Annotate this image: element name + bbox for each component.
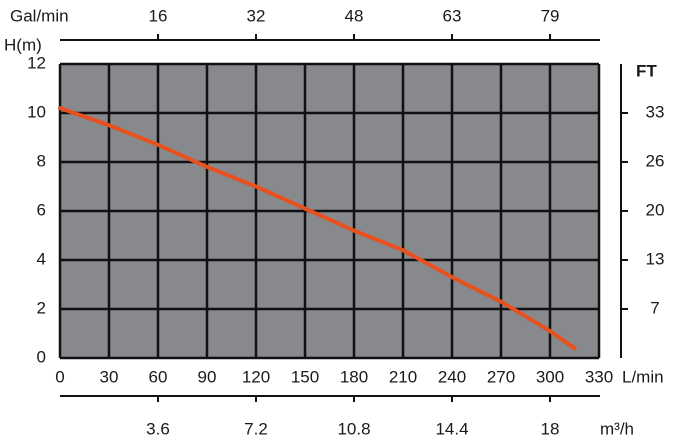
x-tick-label: 210 (389, 367, 417, 386)
y-tick-label: 10 (27, 102, 46, 121)
x-axis-title: L/min (622, 367, 664, 386)
x-tick-label: 150 (291, 367, 319, 386)
y-tick-label: 0 (37, 347, 46, 366)
top-tick-label: 79 (541, 6, 560, 25)
y-tick-label: 8 (37, 151, 46, 170)
x-tick-label: 240 (438, 367, 466, 386)
y-tick-label: 6 (37, 200, 46, 219)
y-tick-label: 2 (37, 298, 46, 317)
y-tick-label: 4 (37, 249, 46, 268)
curve (58, 106, 577, 351)
x-tick-label: 180 (340, 367, 368, 386)
right-tick-label: 33 (646, 102, 665, 121)
bottom-tick-label: 7.2 (244, 419, 268, 438)
right-axis-title: FT (636, 61, 657, 80)
top-tick-label: 32 (247, 6, 266, 25)
top-tick-label: 16 (149, 6, 168, 25)
x-tick-label: 300 (536, 367, 564, 386)
right-tick-label: 7 (650, 298, 659, 317)
x-tick-label: 0 (55, 367, 64, 386)
y-tick-label: 12 (27, 53, 46, 72)
bottom-tick-label: 14.4 (435, 419, 468, 438)
x-tick-label: 30 (100, 367, 119, 386)
x-tick-label: 90 (198, 367, 217, 386)
x-tick-label: 330 (585, 367, 613, 386)
x-tick-label: 60 (149, 367, 168, 386)
top-tick-label: 48 (345, 6, 364, 25)
bottom-tick-label: 3.6 (146, 419, 170, 438)
right-tick-label: 20 (646, 200, 665, 219)
x-tick-label: 120 (242, 367, 270, 386)
bottom-tick-label: 10.8 (337, 419, 370, 438)
bottom-tick-label: 18 (541, 419, 560, 438)
right-tick-label: 13 (646, 250, 665, 269)
right-tick-label: 26 (646, 151, 665, 170)
top-tick-label: 63 (443, 6, 462, 25)
y-axis-title: H(m) (4, 35, 42, 54)
bottom-axis-title: m³/h (600, 419, 634, 438)
top-axis-title: Gal/min (10, 6, 69, 25)
x-tick-label: 270 (487, 367, 515, 386)
